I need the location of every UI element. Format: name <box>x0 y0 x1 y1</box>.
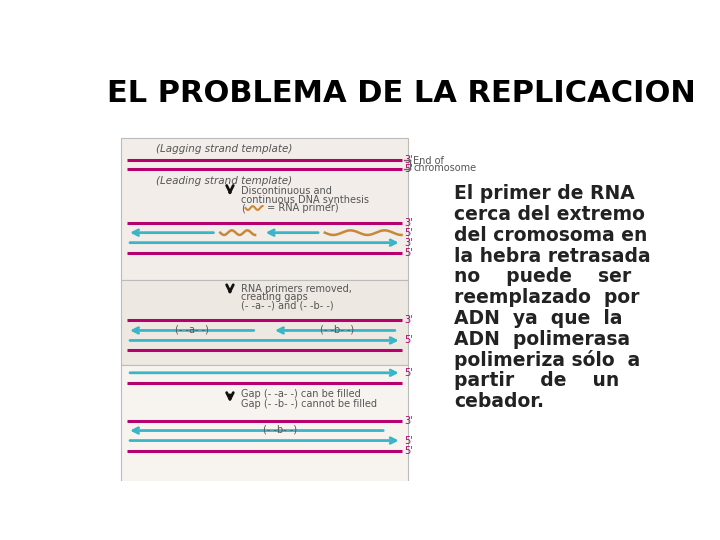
Bar <box>121 138 408 280</box>
Text: EL PROBLEMA DE LA REPLICACION: EL PROBLEMA DE LA REPLICACION <box>107 79 696 107</box>
Text: reemplazado  por: reemplazado por <box>454 288 640 307</box>
Bar <box>121 280 408 365</box>
Text: cerca del extremo: cerca del extremo <box>454 205 645 224</box>
Text: Discontinuous and: Discontinuous and <box>240 186 332 196</box>
Text: (- -a- -): (- -a- -) <box>175 325 209 335</box>
Text: 5': 5' <box>405 164 413 174</box>
Text: 3': 3' <box>405 238 413 248</box>
Text: 5': 5' <box>405 446 413 456</box>
Text: chromosome: chromosome <box>413 163 477 173</box>
Text: 3': 3' <box>405 218 413 228</box>
Text: 3': 3' <box>405 315 413 326</box>
Text: 3': 3' <box>405 416 413 426</box>
Text: ADN  polimerasa: ADN polimerasa <box>454 330 631 349</box>
Text: RNA primers removed,: RNA primers removed, <box>240 284 351 294</box>
Text: 5': 5' <box>405 228 413 238</box>
Text: 5': 5' <box>405 248 413 258</box>
Text: polimeriza sólo  a: polimeriza sólo a <box>454 350 641 370</box>
Text: ADN  ya  que  la: ADN ya que la <box>454 309 623 328</box>
Bar <box>121 365 408 492</box>
Text: la hebra retrasada: la hebra retrasada <box>454 247 651 266</box>
Text: 5': 5' <box>405 436 413 446</box>
Text: (: ( <box>240 203 245 213</box>
Text: Gap (- -b- -) cannot be filled: Gap (- -b- -) cannot be filled <box>240 399 377 409</box>
Text: no    puede    ser: no puede ser <box>454 267 631 286</box>
Text: (- -b- -): (- -b- -) <box>263 425 297 435</box>
Text: (Leading strand template): (Leading strand template) <box>156 176 292 186</box>
Text: (- -a- -) and (- -b- -): (- -a- -) and (- -b- -) <box>240 301 333 311</box>
Text: = RNA primer): = RNA primer) <box>264 203 338 213</box>
Text: continuous DNA synthesis: continuous DNA synthesis <box>240 194 369 205</box>
Text: (Lagging strand template): (Lagging strand template) <box>156 144 292 154</box>
Text: cebador.: cebador. <box>454 392 544 411</box>
Text: 5': 5' <box>405 335 413 346</box>
Text: del cromosoma en: del cromosoma en <box>454 226 647 245</box>
Text: Gap (- -a- -) can be filled: Gap (- -a- -) can be filled <box>240 389 361 400</box>
Text: creating gaps: creating gaps <box>240 292 307 302</box>
Text: End of: End of <box>413 156 444 166</box>
Text: 3': 3' <box>405 154 413 165</box>
Text: El primer de RNA: El primer de RNA <box>454 184 635 203</box>
Text: 5': 5' <box>405 368 413 378</box>
Text: partir    de    un: partir de un <box>454 372 619 390</box>
Text: (- -b- -): (- -b- -) <box>320 325 354 335</box>
